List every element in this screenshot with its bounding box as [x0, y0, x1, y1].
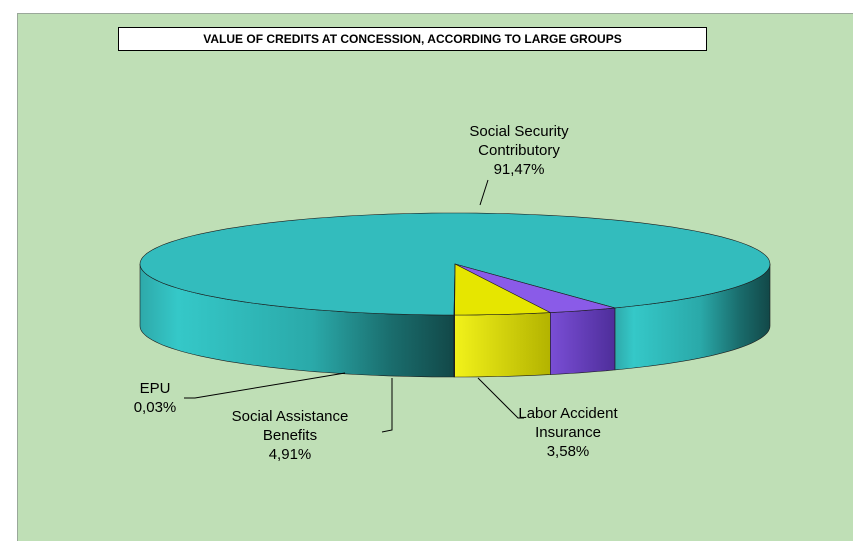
slice-label-2-line-1: Benefits — [263, 427, 317, 444]
pie-side-2-0 — [454, 312, 551, 378]
pie-slice-2 — [454, 263, 552, 316]
slice-label-0-line-0: Social Security — [469, 123, 569, 140]
slice-label-3-line-0: EPU — [140, 380, 171, 397]
slice-label-2-line-0: Social Assistance — [232, 408, 349, 425]
slice-label-1-line-1: Insurance — [535, 424, 601, 441]
leader-line-2 — [381, 378, 393, 433]
leader-line-0 — [479, 179, 489, 206]
pie-side-1-0 — [550, 307, 616, 375]
slice-label-2-line-2: 4,91% — [269, 446, 312, 463]
leader-line-1 — [477, 377, 524, 419]
slice-label-1-line-2: 3,58% — [547, 443, 590, 460]
leader-line-3 — [184, 372, 346, 399]
slice-label-0-line-2: 91,47% — [494, 161, 545, 178]
slice-label-3-line-1: 0,03% — [134, 399, 177, 416]
pie-slice-1 — [454, 263, 615, 313]
pie-side-3-0 — [453, 314, 455, 378]
slice-label-0-line-1: Contributory — [478, 142, 560, 159]
chart-title: VALUE OF CREDITS AT CONCESSION, ACCORDIN… — [118, 27, 707, 51]
pie-slice-3 — [453, 263, 456, 316]
slice-label-1-line-0: Labor Accident — [518, 405, 618, 422]
